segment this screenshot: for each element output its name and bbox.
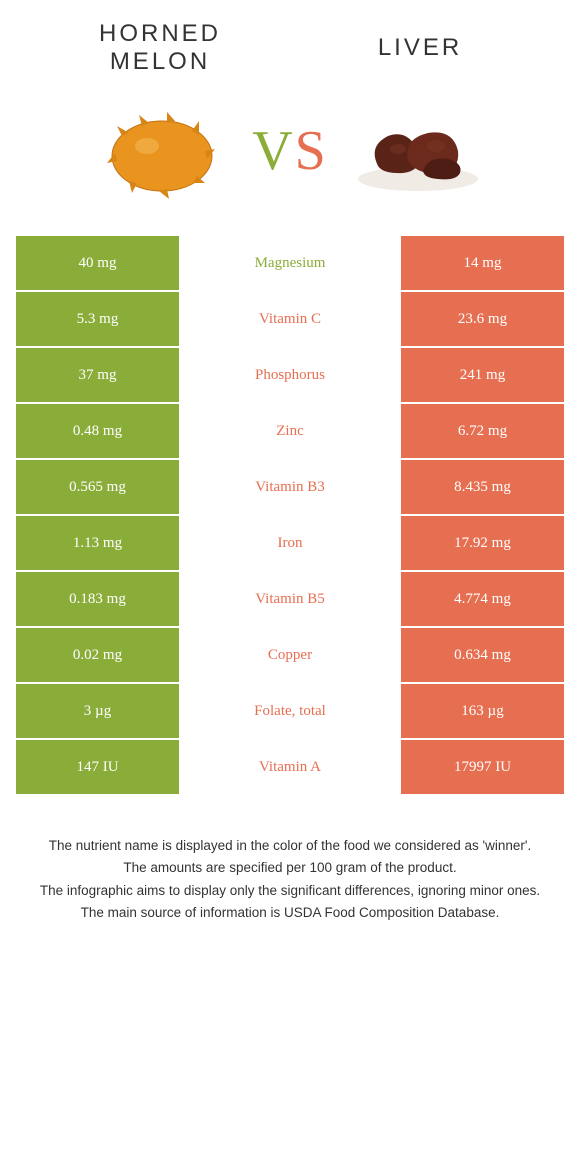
cell-nutrient-name: Vitamin B5 — [181, 572, 399, 626]
vs-s: S — [295, 120, 328, 182]
cell-left-value: 40 mg — [16, 236, 181, 290]
footer-line: The main source of information is USDA F… — [24, 903, 556, 923]
cell-left-value: 1.13 mg — [16, 516, 181, 570]
cell-nutrient-name: Iron — [181, 516, 399, 570]
cell-left-value: 0.565 mg — [16, 460, 181, 514]
cell-left-value: 0.02 mg — [16, 628, 181, 682]
cell-nutrient-name: Vitamin A — [181, 740, 399, 794]
cell-right-value: 0.634 mg — [399, 628, 564, 682]
cell-nutrient-name: Vitamin C — [181, 292, 399, 346]
footer-line: The amounts are specified per 100 gram o… — [24, 858, 556, 878]
cell-left-value: 3 µg — [16, 684, 181, 738]
table-row: 0.02 mgCopper0.634 mg — [16, 628, 564, 684]
table-row: 3 µgFolate, total163 µg — [16, 684, 564, 740]
table-row: 5.3 mgVitamin C23.6 mg — [16, 292, 564, 348]
cell-right-value: 17.92 mg — [399, 516, 564, 570]
liver-image — [348, 96, 488, 206]
table-row: 37 mgPhosphorus241 mg — [16, 348, 564, 404]
table-row: 0.565 mgVitamin B38.435 mg — [16, 460, 564, 516]
vs-v: V — [252, 120, 294, 182]
table-row: 147 IUVitamin A17997 IU — [16, 740, 564, 796]
cell-right-value: 6.72 mg — [399, 404, 564, 458]
cell-nutrient-name: Zinc — [181, 404, 399, 458]
cell-nutrient-name: Copper — [181, 628, 399, 682]
cell-right-value: 163 µg — [399, 684, 564, 738]
footer-line: The infographic aims to display only the… — [24, 881, 556, 901]
table-row: 1.13 mgIron17.92 mg — [16, 516, 564, 572]
table-row: 0.48 mgZinc6.72 mg — [16, 404, 564, 460]
cell-nutrient-name: Vitamin B3 — [181, 460, 399, 514]
cell-right-value: 23.6 mg — [399, 292, 564, 346]
title-right: LIVER — [320, 34, 520, 62]
footer-line: The nutrient name is displayed in the co… — [24, 836, 556, 856]
cell-left-value: 147 IU — [16, 740, 181, 794]
cell-left-value: 5.3 mg — [16, 292, 181, 346]
header: HORNED MELON LIVER — [0, 0, 580, 86]
images-row: VS — [0, 86, 580, 236]
cell-right-value: 8.435 mg — [399, 460, 564, 514]
table-row: 40 mgMagnesium14 mg — [16, 236, 564, 292]
cell-left-value: 37 mg — [16, 348, 181, 402]
cell-left-value: 0.48 mg — [16, 404, 181, 458]
title-left: HORNED MELON — [60, 20, 260, 76]
cell-right-value: 241 mg — [399, 348, 564, 402]
cell-nutrient-name: Magnesium — [181, 236, 399, 290]
horned-melon-image — [92, 96, 232, 206]
nutrient-table: 40 mgMagnesium14 mg5.3 mgVitamin C23.6 m… — [16, 236, 564, 796]
table-row: 0.183 mgVitamin B54.774 mg — [16, 572, 564, 628]
footer-notes: The nutrient name is displayed in the co… — [0, 796, 580, 945]
cell-left-value: 0.183 mg — [16, 572, 181, 626]
cell-nutrient-name: Folate, total — [181, 684, 399, 738]
cell-right-value: 4.774 mg — [399, 572, 564, 626]
cell-right-value: 14 mg — [399, 236, 564, 290]
vs-text: VS — [252, 119, 328, 183]
cell-right-value: 17997 IU — [399, 740, 564, 794]
cell-nutrient-name: Phosphorus — [181, 348, 399, 402]
